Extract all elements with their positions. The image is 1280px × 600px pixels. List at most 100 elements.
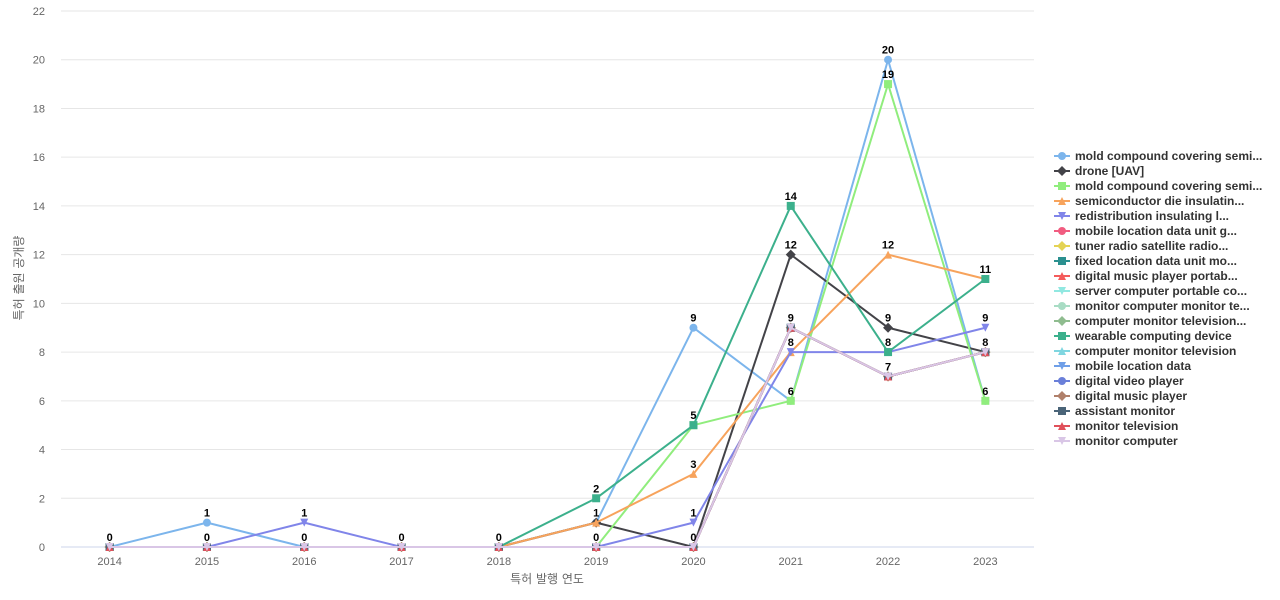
- x-tick-label: 2018: [487, 556, 511, 568]
- point-marker: [786, 396, 795, 405]
- legend-item[interactable]: semiconductor die insulatin...: [1054, 194, 1244, 208]
- series-lines: [104, 55, 991, 552]
- data-label: 8: [788, 337, 794, 349]
- legend-item[interactable]: monitor computer monitor te...: [1054, 299, 1250, 313]
- series-line: [109, 326, 986, 548]
- legend-item[interactable]: assistant monitor: [1054, 404, 1175, 418]
- data-label: 1: [204, 508, 210, 520]
- point-marker: [689, 421, 698, 430]
- series-line: [109, 204, 986, 548]
- legend-label: mold compound covering semi...: [1075, 149, 1262, 163]
- legend-item[interactable]: digital music player portab...: [1054, 269, 1238, 283]
- series-line: [109, 326, 986, 548]
- point-marker: [202, 543, 211, 551]
- data-labels: 0 1 0 1 0 0 0 2 1 0 9 5 3 1 0 14 12 9 8 6 20 19 12 9 8 7 11 9 8 6: [107, 45, 992, 544]
- legend-label: wearable computing device: [1074, 329, 1232, 343]
- data-label: 9: [982, 313, 988, 325]
- point-marker: [689, 543, 698, 551]
- series-line: [109, 326, 986, 548]
- legend-label: mobile location data: [1075, 359, 1191, 373]
- legend-label: digital video player: [1075, 374, 1184, 388]
- data-label: 0: [204, 532, 210, 544]
- legend-item[interactable]: monitor television: [1054, 419, 1178, 433]
- x-tick-label: 2020: [681, 556, 705, 568]
- legend-item[interactable]: server computer portable co...: [1054, 284, 1247, 298]
- point-marker: [884, 80, 893, 89]
- legend-item[interactable]: mobile location data: [1054, 359, 1191, 373]
- x-tick-label: 2022: [876, 556, 900, 568]
- legend-item[interactable]: drone [UAV]: [1054, 164, 1144, 178]
- legend-item[interactable]: computer monitor television...: [1054, 314, 1246, 328]
- legend-item[interactable]: mold compound covering semi...: [1054, 149, 1262, 163]
- series-11: [104, 322, 991, 552]
- series-10: [105, 323, 990, 551]
- point-marker: [1057, 316, 1067, 326]
- series-9: [105, 323, 990, 551]
- x-tick-label: 2015: [195, 556, 219, 568]
- data-label: 9: [788, 313, 794, 325]
- legend-label: computer monitor television: [1075, 344, 1236, 358]
- series-17: [105, 323, 990, 551]
- legend-item[interactable]: monitor computer: [1054, 434, 1178, 448]
- y-tick-label: 18: [33, 103, 45, 115]
- data-label: 1: [301, 508, 307, 520]
- gridlines: [61, 10, 1034, 499]
- data-label: 0: [301, 532, 307, 544]
- series-4: [105, 323, 990, 551]
- legend-label: monitor computer monitor te...: [1075, 299, 1250, 313]
- legend-item[interactable]: digital video player: [1054, 374, 1184, 388]
- point-marker: [592, 494, 601, 503]
- legend-item[interactable]: wearable computing device: [1054, 329, 1232, 343]
- y-tick-label: 8: [39, 347, 45, 359]
- y-tick-label: 10: [33, 298, 45, 310]
- point-marker: [1058, 152, 1066, 160]
- point-marker: [786, 201, 795, 210]
- legend-item[interactable]: redistribution insulating l...: [1054, 209, 1229, 223]
- data-label: 0: [496, 532, 502, 544]
- series-18: [105, 323, 990, 551]
- point-marker: [1058, 272, 1066, 280]
- series-15: [105, 323, 990, 551]
- point-marker: [1058, 287, 1066, 295]
- legend-item[interactable]: mold compound covering semi...: [1054, 179, 1262, 193]
- point-marker: [786, 323, 795, 332]
- legend-item[interactable]: computer monitor television: [1054, 344, 1236, 358]
- series-line: [109, 83, 987, 548]
- x-tick-label: 2014: [97, 556, 121, 568]
- data-label: 8: [885, 337, 891, 349]
- point-marker: [1057, 391, 1067, 401]
- legend-label: monitor television: [1075, 419, 1178, 433]
- point-marker: [1058, 347, 1066, 355]
- point-marker: [981, 323, 990, 332]
- point-marker: [1058, 302, 1066, 310]
- series-16: [104, 322, 991, 552]
- point-marker: [300, 518, 309, 527]
- point-marker: [1058, 197, 1066, 205]
- point-marker: [1058, 257, 1066, 265]
- point-marker: [1058, 377, 1066, 385]
- legend-label: redistribution insulating l...: [1075, 209, 1229, 223]
- legend-item[interactable]: fixed location data unit mo...: [1054, 254, 1237, 268]
- series-line: [109, 326, 986, 548]
- series-8: [105, 323, 990, 551]
- series-line: [109, 326, 986, 548]
- point-marker: [300, 543, 309, 551]
- legend-item[interactable]: digital music player: [1054, 389, 1187, 403]
- x-tick-label: 2023: [973, 556, 997, 568]
- legend-item[interactable]: tuner radio satellite radio...: [1054, 239, 1228, 253]
- x-axis-ticks: 2014 2015 2016 2017 2018 2019 2020 2021 2022 2023: [97, 556, 997, 568]
- point-marker: [202, 518, 211, 527]
- point-marker: [981, 396, 990, 405]
- series-line: [109, 326, 986, 548]
- data-label: 6: [982, 386, 988, 398]
- legend-item[interactable]: mobile location data unit g...: [1054, 224, 1237, 238]
- y-axis-title: 특허 출원 공개량: [12, 236, 26, 321]
- series-line: [109, 326, 986, 548]
- data-label: 0: [593, 532, 599, 544]
- data-label: 0: [690, 532, 696, 544]
- series-5: [105, 323, 990, 551]
- point-marker: [884, 372, 893, 381]
- series-line: [109, 326, 986, 548]
- point-marker: [1058, 362, 1066, 370]
